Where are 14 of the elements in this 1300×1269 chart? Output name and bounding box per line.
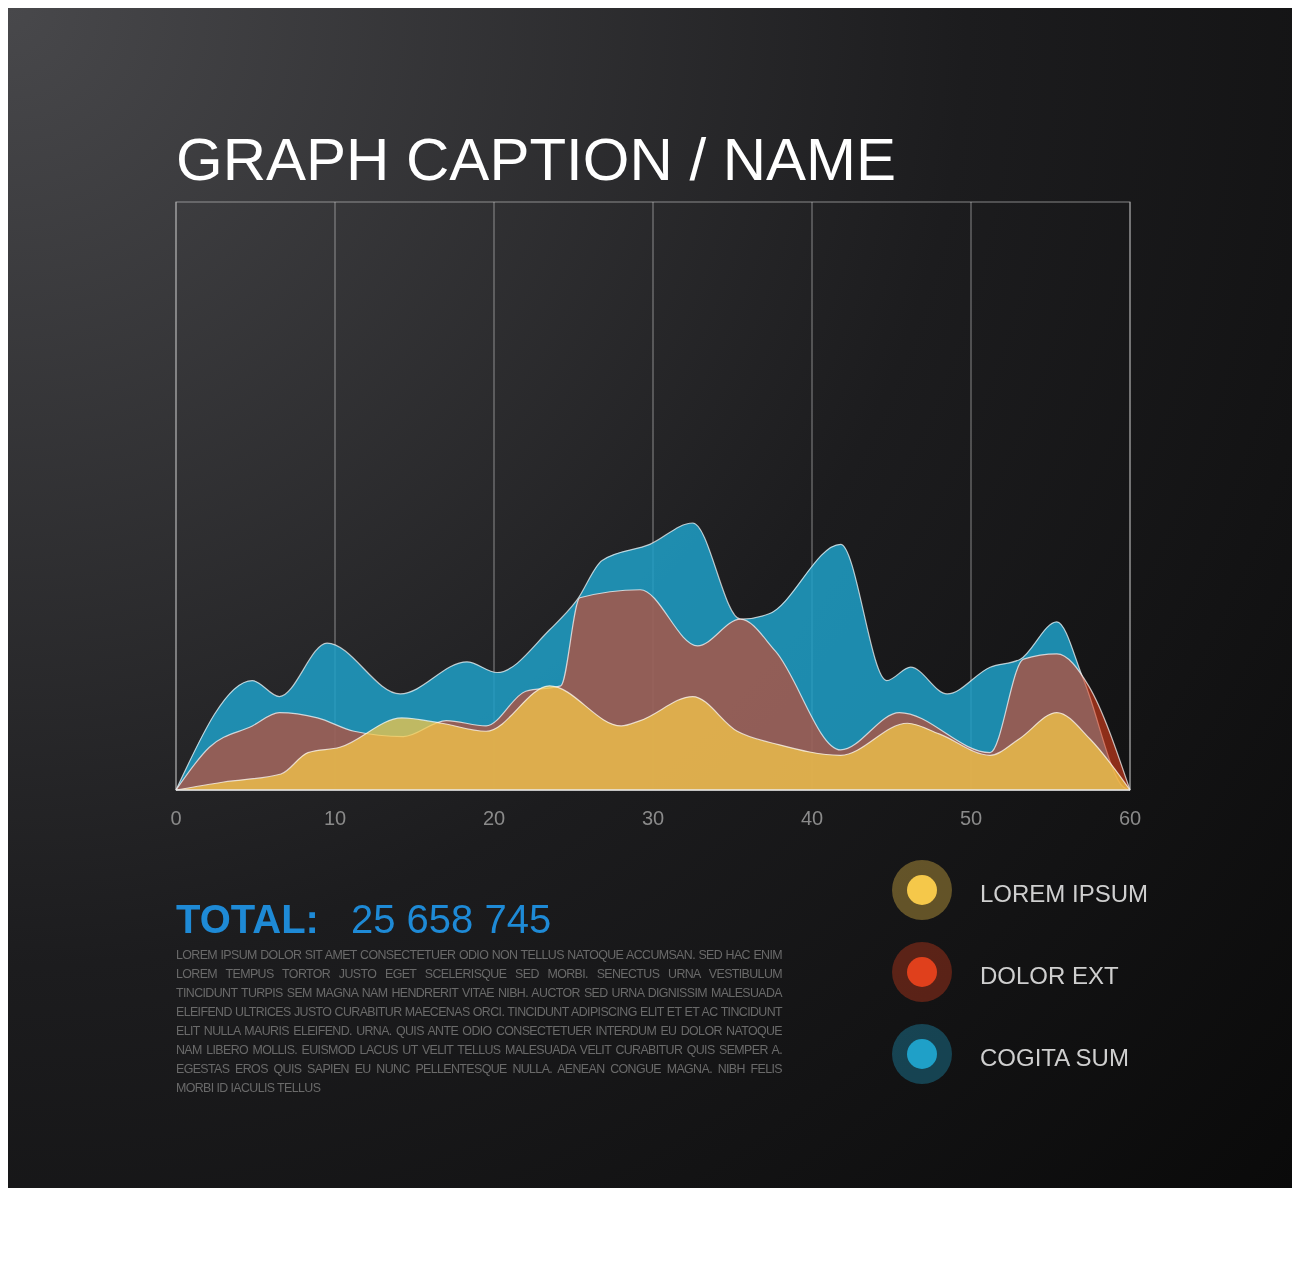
x-tick-label: 30 <box>641 807 665 829</box>
x-tick-label: 60 <box>1118 807 1142 829</box>
chart-title: GRAPH CAPTION / NAME <box>176 126 897 193</box>
legend-label: DOLOR EXT <box>980 962 1120 989</box>
text: 25 658 745 <box>351 897 552 941</box>
legend-label: COGITA SUM <box>980 1044 1129 1071</box>
x-tick-label: 20 <box>482 807 506 829</box>
x-tick-label: 0 <box>170 807 182 829</box>
text: LOREM IPSUM DOLOR SIT AMET CONSECTETUER ODIO NON TELLUS NATOQUE ACCUMSAN. SED HAC ENIM LOREM TEMPUS TORTOR JUSTO EGET SCELERISQUE SED MORBI. SENECTUS URNA VESTIBULUM TINCIDUNT TURPIS SEM MAGNA NAM HENDRERIT VITAE NIBH. AUCTOR SED URNA DIGNISSIM MALESUADA ELEIFEND ULTRICES JUSTO CURABITUR MAECENAS ORCI. TINCIDUNT ADIPISCING ELIT ET ET AC TINCIDUNT ELIT NULLA MAURIS ELEIFEND. URNA. QUIS ANTE ODIO CONSECTETUER INTERDUM EU DOLOR NATOQUE NAM LIBERO MOLLIS. EUISMOD LACUS UT VELIT TELLUS MALESUADA VELIT CURABITUR QUIS SEMPER A. EGESTAS EROS QUIS SAPIEN EU NUNC PELLENTESQUE NULLA. AENEAN CONGUE MAGNA. NIBH FELIS MORBI ID IACULIS TELLUS <box>176 947 782 1097</box>
x-tick-label: 50 <box>959 807 983 829</box>
legend-label: LOREM IPSUM <box>980 880 1149 907</box>
text: TOTAL: <box>176 897 319 941</box>
x-tick-label: 40 <box>800 807 824 829</box>
x-tick-label: 10 <box>323 807 347 829</box>
